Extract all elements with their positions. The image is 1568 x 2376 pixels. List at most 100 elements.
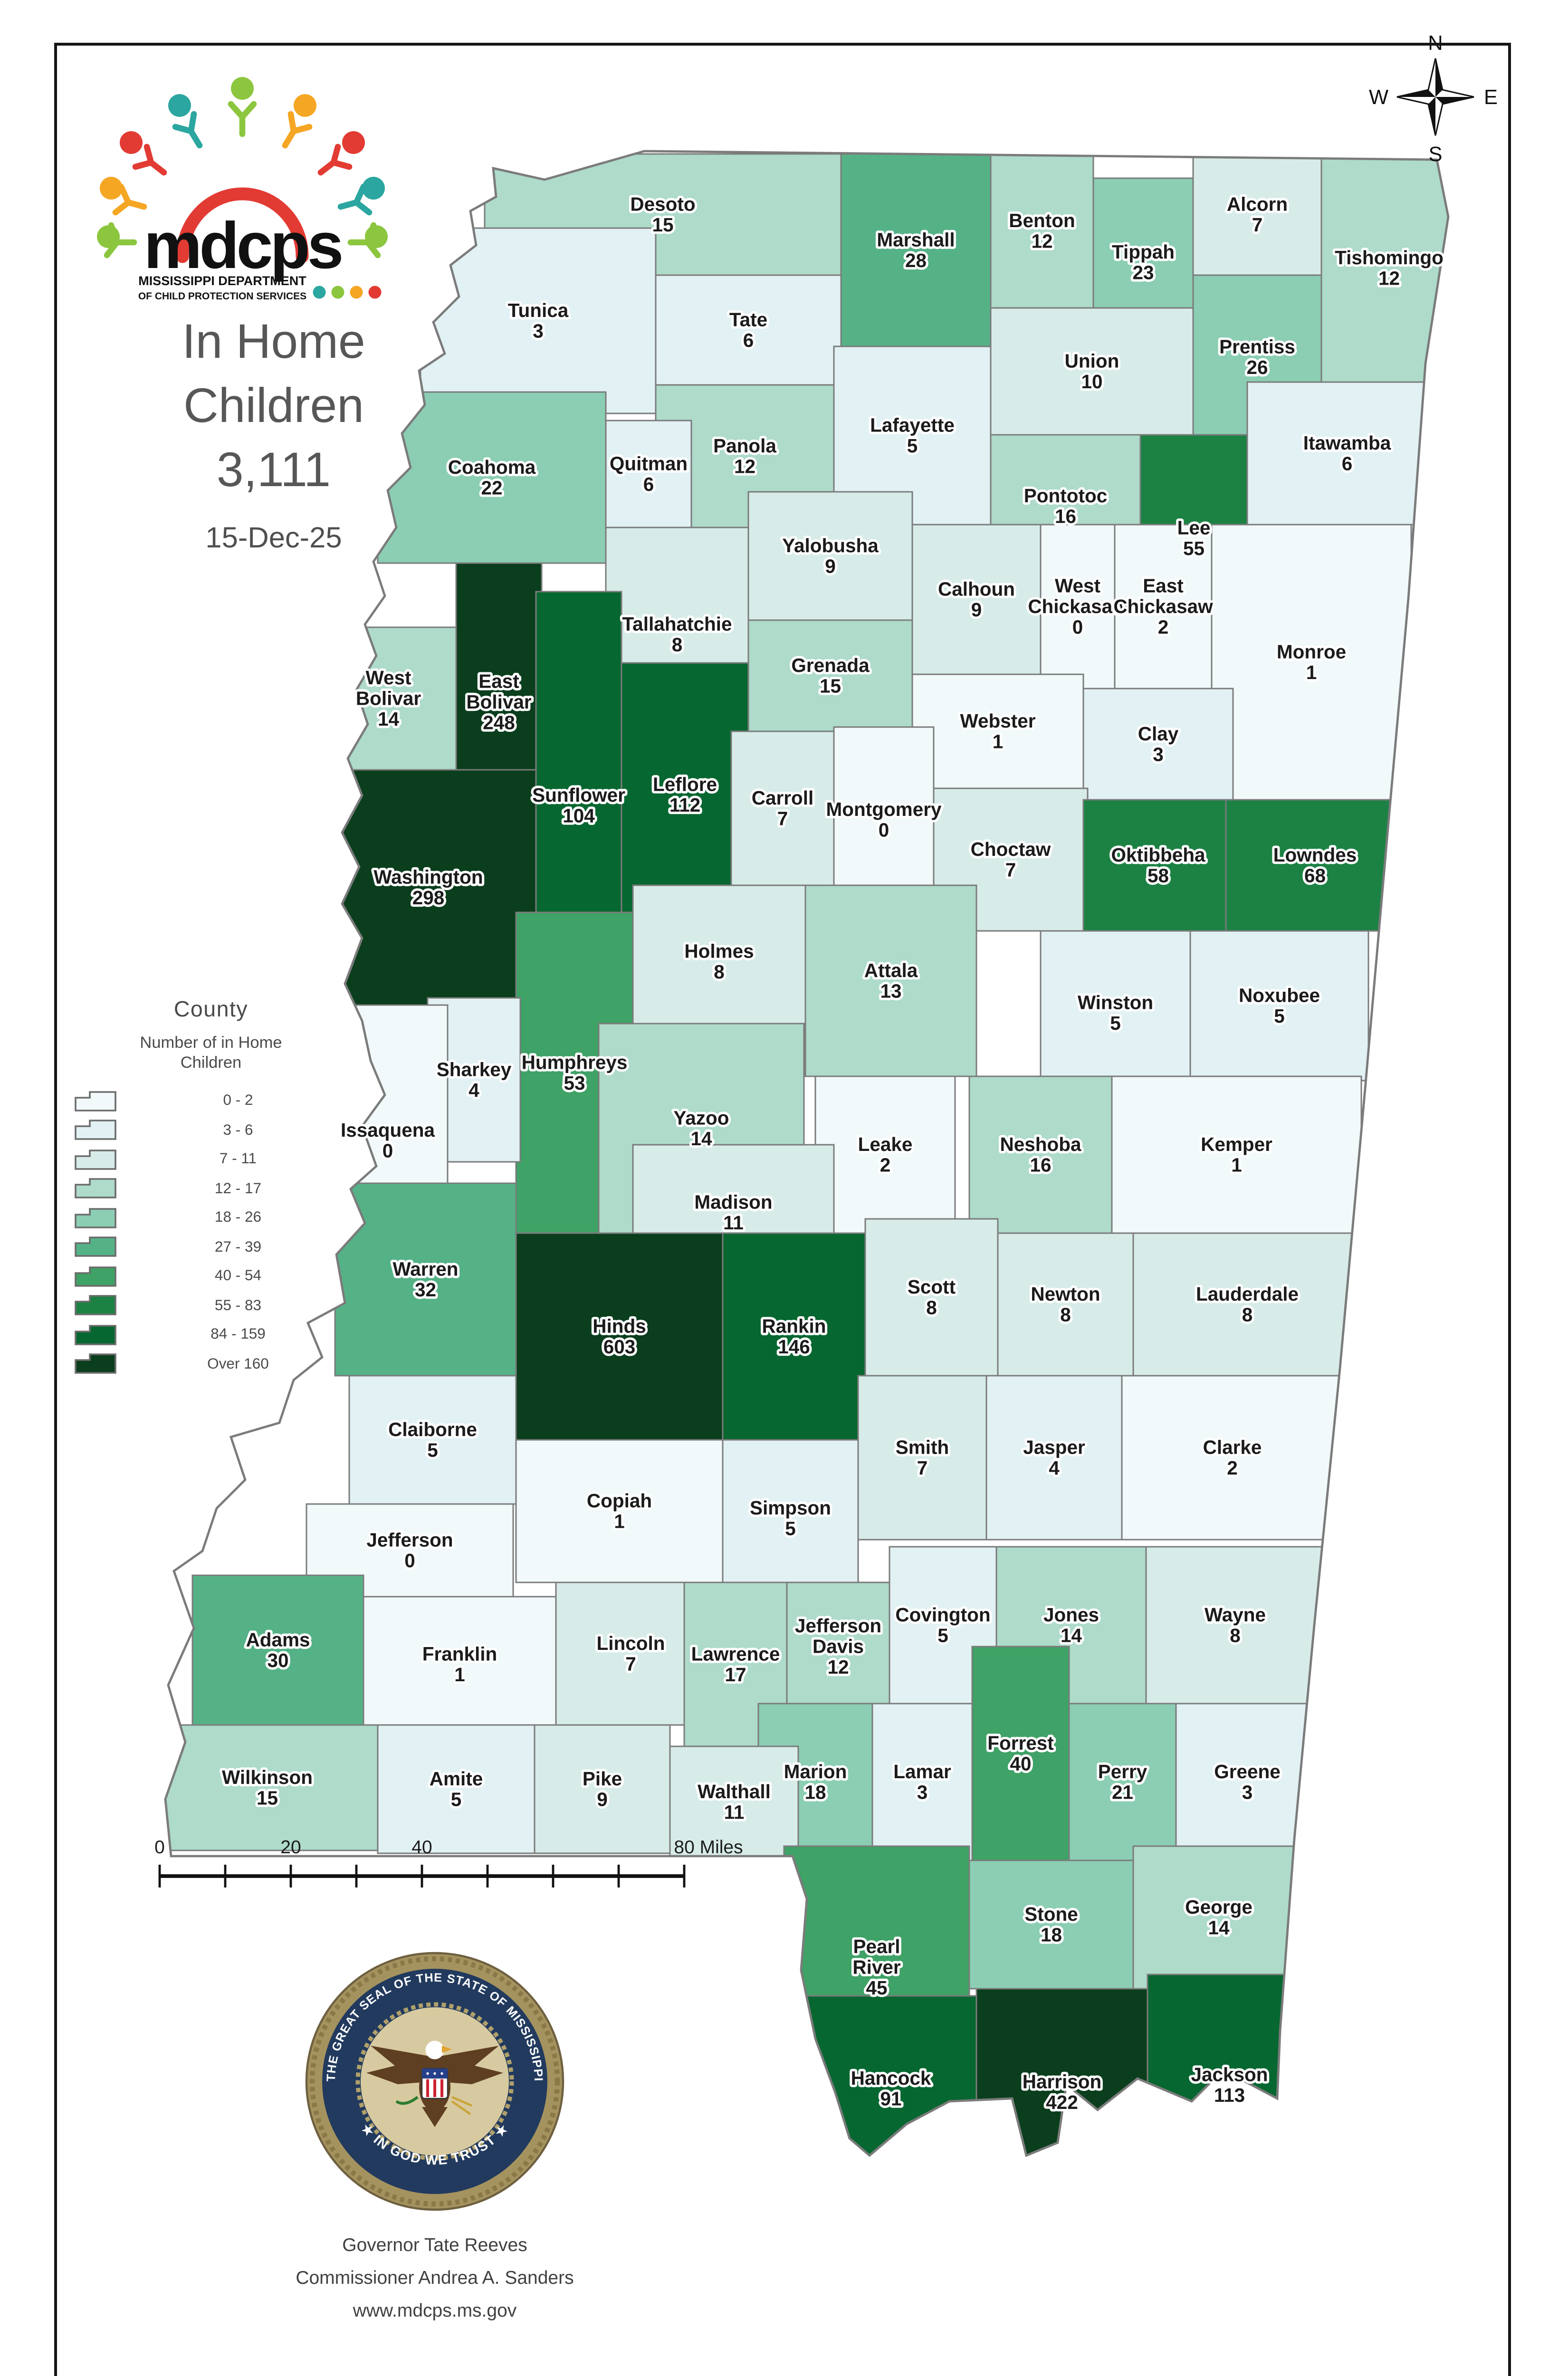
legend-row-2: 7 - 11 <box>63 1145 359 1174</box>
county-shapes <box>165 153 1448 2156</box>
county-shape-adams <box>191 1574 364 1726</box>
legend-row-5: 27 - 39 <box>63 1233 359 1262</box>
county-label-madison: Madison 11 <box>694 1191 772 1234</box>
county-label-montgomery: Montgomery 0 <box>826 798 942 841</box>
county-shape-rankin <box>722 1232 866 1441</box>
county-label-lamar: Lamar 3 <box>893 1761 951 1803</box>
county-label-clay: Clay 3 <box>1138 723 1179 766</box>
county-label-humphreys: Humphreys 53 <box>522 1051 628 1094</box>
legend-row-0: 0 - 2 <box>63 1086 359 1116</box>
county-shape-clarke <box>1121 1375 1344 1541</box>
county-label-issaquena: Issaquena 0 <box>341 1119 435 1162</box>
county-label-pearl-river: Pearl River 45 <box>852 1935 901 1999</box>
mdcps-logo: mdcps MISSISSIPPI DEPARTMENT OF CHILD PR… <box>97 77 388 302</box>
county-label-pike: Pike 9 <box>583 1768 622 1811</box>
county-shape-benton <box>990 153 1094 309</box>
legend-row-1: 3 - 6 <box>63 1116 359 1145</box>
county-label-sunflower: Sunflower 104 <box>532 784 625 827</box>
county-label-coahoma: Coahoma 22 <box>448 456 536 499</box>
legend-class-label: 27 - 39 <box>214 1238 262 1256</box>
county-shape-kemper <box>1111 1075 1362 1234</box>
county-label-franklin: Franklin 1 <box>422 1643 497 1686</box>
county-shape-neshoba <box>968 1075 1113 1234</box>
scale-label-40: 40 <box>411 1837 432 1858</box>
county-shape-quitman <box>605 420 692 528</box>
legend-swatch-icon <box>75 1295 116 1316</box>
county-label-simpson: Simpson 5 <box>750 1497 831 1540</box>
county-label-hancock: Hancock 91 <box>851 2067 931 2110</box>
county-label-wayne: Wayne 8 <box>1205 1604 1266 1647</box>
legend-row-8: 84 - 159 <box>63 1320 359 1350</box>
county-shape-west-chickasaw <box>1040 524 1116 690</box>
county-label-webster: Webster 1 <box>960 710 1035 753</box>
county-label-west-chickasaw: West Chickasaw 0 <box>1028 575 1128 638</box>
county-label-perry: Perry 21 <box>1098 1761 1147 1803</box>
legend-swatch-icon <box>75 1149 116 1170</box>
logo-acronym: mdcps <box>144 209 342 282</box>
county-shape-carroll <box>730 730 835 886</box>
county-label-winston: Winston 5 <box>1078 991 1153 1034</box>
county-label-monroe: Monroe 1 <box>1277 641 1346 683</box>
report-date: 15-Dec-25 <box>205 522 342 555</box>
legend-swatch-icon <box>75 1178 116 1199</box>
state-outline <box>164 150 1450 2157</box>
county-shape-warren <box>334 1182 517 1377</box>
county-shape-lowndes <box>1225 799 1405 932</box>
county-label-pontotoc: Pontotoc 16 <box>1024 485 1107 527</box>
county-shape-smith <box>857 1375 987 1541</box>
county-label-prentiss: Prentiss 26 <box>1219 335 1295 378</box>
county-label-newton: Newton 8 <box>1031 1283 1100 1326</box>
legend-subtitle-line2: Children <box>180 1055 242 1072</box>
legend-class-label: 40 - 54 <box>214 1267 262 1285</box>
footer-website: www.mdcps.ms.gov <box>353 2299 517 2321</box>
legend-class-label: 7 - 11 <box>219 1150 257 1168</box>
county-label-noxubee: Noxubee 5 <box>1239 984 1320 1027</box>
county-label-adams: Adams 30 <box>246 1629 310 1671</box>
county-label-tallahatchie: Tallahatchie 8 <box>622 613 732 656</box>
county-label-wilkinson: Wilkinson 15 <box>222 1766 313 1809</box>
legend-class-label: 84 - 159 <box>210 1326 266 1343</box>
legend-row-7: 55 - 83 <box>63 1291 359 1321</box>
legend-row-3: 12 - 17 <box>63 1174 359 1204</box>
county-shape-perry <box>1068 1703 1177 1861</box>
county-shape-claiborne <box>348 1375 517 1505</box>
county-label-east-bolivar: East Bolivar 248 <box>466 671 532 734</box>
county-label-alcorn: Alcorn 7 <box>1227 193 1288 236</box>
county-label-quitman: Quitman 6 <box>610 452 688 495</box>
compass-n-label: N <box>1428 32 1443 55</box>
county-label-yazoo: Yazoo 14 <box>673 1107 729 1150</box>
county-label-harrison: Harrison 422 <box>1023 2070 1102 2113</box>
legend-swatch-icon <box>75 1120 116 1140</box>
legend-class-label: Over 160 <box>207 1355 269 1373</box>
county-label-lincoln: Lincoln 7 <box>597 1632 665 1675</box>
county-label-forrest: Forrest 40 <box>987 1732 1054 1775</box>
county-label-jefferson: Jefferson 0 <box>366 1529 453 1571</box>
county-label-calhoun: Calhoun 9 <box>938 578 1015 621</box>
county-shape-franklin <box>363 1596 557 1733</box>
county-label-walthall: Walthall 11 <box>698 1781 771 1823</box>
county-label-oktibbeha: Oktibbeha 58 <box>1111 844 1205 887</box>
county-label-clarke: Clarke 2 <box>1203 1436 1262 1479</box>
county-label-lawrence: Lawrence 17 <box>691 1643 780 1686</box>
legend-class-label: 0 - 2 <box>223 1092 253 1110</box>
county-label-smith: Smith 7 <box>896 1436 949 1479</box>
county-shape-lincoln <box>555 1581 707 1726</box>
county-label-west-bolivar: West Bolivar 14 <box>356 667 421 730</box>
scale-bar: 0 20 40 80 Miles <box>154 1837 743 1887</box>
legend-rows: 0 - 2 3 - 6 7 - 11 12 - 17 18 - 26 27 - 39 40 … <box>63 1086 359 1379</box>
county-label-jackson: Jackson 113 <box>1191 2063 1268 2106</box>
county-label-leake: Leake 2 <box>858 1133 913 1176</box>
county-shape-attala <box>804 884 977 1077</box>
title-line-1: In Home <box>182 315 365 369</box>
logo-people-burst <box>97 77 388 263</box>
county-shape-walthall <box>669 1745 799 1859</box>
title-total-count: 3,111 <box>216 443 331 498</box>
county-shape-webster <box>911 673 1084 789</box>
county-label-lee: Lee 55 <box>1177 517 1211 559</box>
county-shape-tishomingo <box>1320 153 1448 383</box>
county-label-stone: Stone 18 <box>1024 1903 1078 1946</box>
county-label-claiborne: Claiborne 5 <box>388 1418 477 1461</box>
county-label-carroll: Carroll 7 <box>752 787 814 830</box>
county-label-lowndes: Lowndes 68 <box>1273 844 1357 887</box>
